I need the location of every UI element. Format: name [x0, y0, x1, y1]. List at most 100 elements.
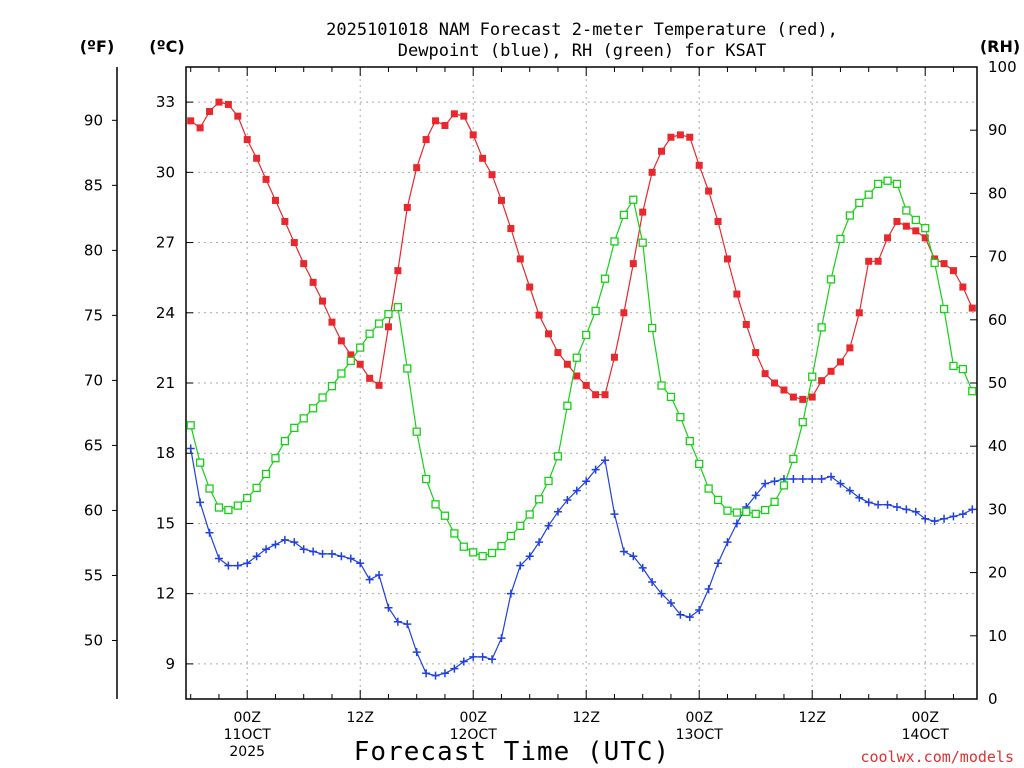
relative-humidity-point	[478, 552, 487, 561]
temperature-point	[262, 175, 270, 183]
relative-humidity-point	[271, 454, 280, 463]
relative-humidity-point	[290, 423, 299, 433]
relative-humidity-point	[779, 481, 789, 490]
relative-humidity-point	[327, 382, 337, 391]
temperature-point	[648, 168, 656, 176]
x-tick-date-label: 14OCT	[902, 727, 950, 743]
dewpoint-point	[968, 505, 977, 514]
chart-title: 2025101018 NAM Forecast 2-meter Temperat…	[326, 20, 838, 40]
relative-humidity-point	[657, 381, 666, 390]
x-tick-label: 00Z	[686, 710, 713, 726]
rh-tick-label: 50	[988, 374, 1007, 392]
dewpoint-point	[638, 563, 647, 572]
relative-humidity-point	[450, 529, 459, 538]
dewpoint-point	[836, 479, 845, 488]
dewpoint-point	[761, 479, 770, 488]
relative-humidity-point	[939, 304, 949, 314]
relative-humidity-point	[921, 224, 930, 233]
rh-tick-label: 70	[988, 248, 1007, 266]
dewpoint-point	[488, 655, 497, 664]
temperature-point	[695, 161, 703, 169]
relative-humidity-point	[911, 215, 920, 225]
temperature-point	[422, 136, 430, 144]
dewpoint-point	[309, 547, 318, 556]
temperature-point	[507, 225, 515, 233]
temperature-point	[347, 351, 355, 359]
relative-humidity-point	[647, 323, 657, 333]
dewpoint-point	[874, 500, 883, 509]
chart-subtitle: Dewpoint (blue), RH (green) for KSAT	[398, 41, 766, 61]
x-tick-date-label: 2025	[229, 744, 265, 760]
temperature-point	[366, 374, 374, 382]
dewpoint-point	[892, 503, 901, 512]
fahrenheit-tick-label: 60	[84, 501, 103, 519]
relative-humidity-point	[224, 505, 233, 515]
relative-humidity-point	[836, 234, 845, 244]
x-tick-label: 12Z	[573, 710, 600, 726]
temperature-point	[959, 283, 967, 291]
temperature-point	[592, 391, 600, 399]
dewpoint-point	[356, 559, 365, 568]
x-tick-label: 00Z	[234, 710, 261, 726]
dewpoint-point	[563, 496, 572, 505]
celsius-tick-label: 33	[156, 93, 175, 111]
temperature-point	[206, 107, 214, 115]
dewpoint-point	[262, 545, 271, 554]
dewpoint-point	[478, 652, 487, 661]
relative-humidity-point	[629, 195, 638, 204]
temperature-point	[714, 217, 722, 225]
temperature-point	[281, 217, 289, 225]
celsius-tick-label: 30	[156, 163, 175, 181]
relative-humidity-point	[902, 206, 911, 215]
temperature-point	[234, 112, 242, 120]
relative-humidity-point	[516, 521, 525, 530]
temperature-point	[479, 154, 487, 162]
dewpoint-point	[827, 472, 836, 481]
dewpoint-point	[930, 517, 939, 526]
dewpoint-point	[676, 610, 685, 619]
fahrenheit-tick-label: 75	[84, 306, 103, 324]
axes	[112, 66, 978, 700]
relative-humidity-point	[497, 541, 506, 551]
dewpoint-point	[516, 561, 525, 570]
temperature-point	[846, 344, 854, 352]
dewpoint-point	[393, 617, 402, 626]
temperature-point	[243, 136, 251, 144]
dewpoint-point	[648, 577, 657, 586]
rh-tick-label: 40	[988, 437, 1007, 455]
dewpoint-point	[855, 493, 864, 502]
temperature-point	[676, 131, 684, 139]
relative-humidity-point	[798, 418, 807, 427]
dewpoint-point	[525, 552, 534, 561]
dewpoint-point	[657, 589, 666, 598]
dewpoint-point	[375, 570, 384, 579]
temperature-point	[836, 358, 844, 366]
temperature-point	[319, 297, 327, 305]
temperature-point	[780, 386, 788, 394]
relative-humidity-series	[186, 176, 977, 561]
rh-axis-unit: (RH)	[980, 37, 1020, 56]
relative-humidity-point	[506, 531, 516, 541]
fahrenheit-tick-label: 80	[84, 241, 103, 259]
temperature-point	[441, 122, 449, 130]
relative-humidity-point	[789, 454, 798, 463]
dewpoint-point	[506, 589, 515, 598]
temperature-point	[375, 381, 383, 389]
fahrenheit-tick-label: 85	[84, 176, 103, 194]
relative-humidity-point	[469, 548, 478, 557]
temperature-point	[912, 227, 920, 235]
temperature-point	[968, 304, 976, 312]
temperature-point	[403, 203, 411, 211]
temperature-point	[337, 337, 345, 345]
temperature-point	[516, 255, 524, 263]
relative-humidity-point	[337, 369, 346, 378]
temperature-point	[290, 239, 298, 247]
relative-humidity-point	[676, 412, 685, 422]
dewpoint-point	[629, 552, 638, 561]
dewpoint-point	[365, 575, 374, 584]
temperature-point	[450, 110, 458, 118]
dewpoint-point	[431, 671, 440, 680]
dewpoint-point	[459, 657, 468, 666]
temperature-series	[187, 98, 976, 403]
rh-tick-label: 90	[988, 121, 1007, 139]
